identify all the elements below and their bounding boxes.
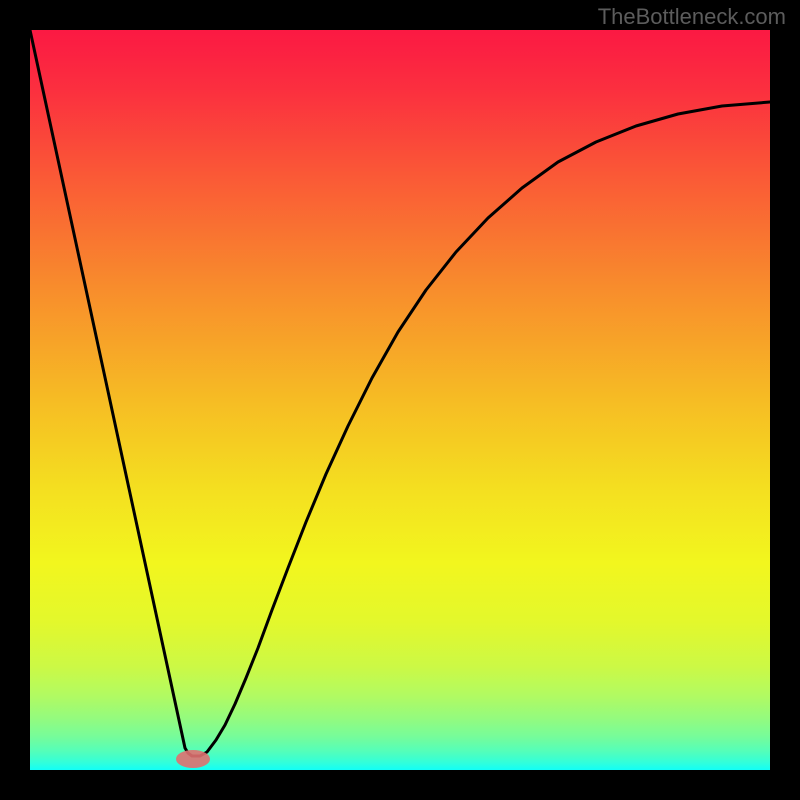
watermark-text: TheBottleneck.com xyxy=(598,4,786,30)
gradient-background xyxy=(30,30,770,770)
chart-container xyxy=(30,30,770,770)
chart-svg xyxy=(30,30,770,770)
minimum-marker xyxy=(176,750,210,768)
